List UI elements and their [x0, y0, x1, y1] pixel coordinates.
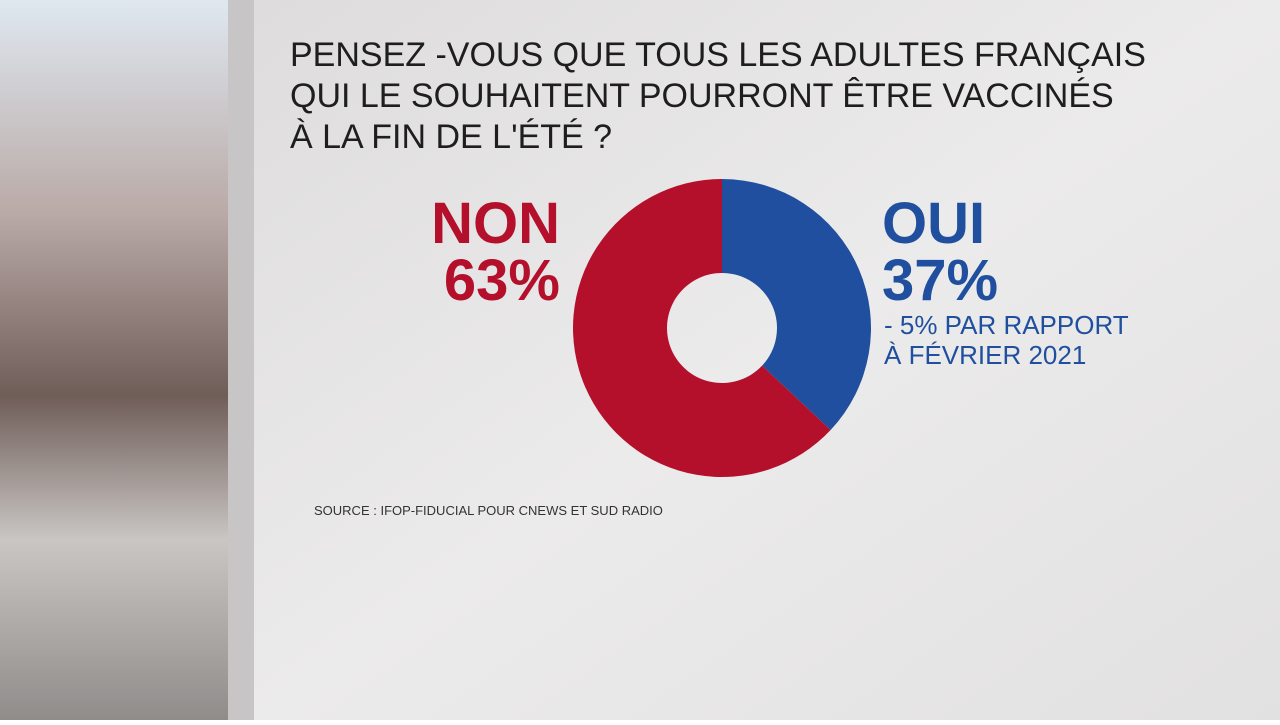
slice-label: OUI — [882, 191, 985, 256]
annotation: - 5% PAR RAPPORT — [884, 310, 1129, 340]
divider — [228, 0, 256, 720]
title-line: À LA FIN DE L'ÉTÉ ? — [290, 118, 612, 156]
slice-label: NON — [431, 191, 560, 256]
title: PENSEZ -VOUS QUE TOUS LES ADULTES FRANÇA… — [290, 36, 1146, 156]
source: SOURCE : IFOP-FIDUCIAL POUR CNEWS ET SUD… — [314, 503, 663, 518]
slice-value-label: 37% — [882, 248, 998, 313]
donut-slice — [722, 179, 871, 430]
title-line: PENSEZ -VOUS QUE TOUS LES ADULTES FRANÇA… — [290, 36, 1146, 74]
annotation: À FÉVRIER 2021 — [884, 340, 1086, 370]
background-photo — [0, 0, 230, 720]
title-line: QUI LE SOUHAITENT POURRONT ÊTRE VACCINÉS — [290, 77, 1114, 115]
donut-slice — [573, 179, 831, 478]
slice-value-label: 63% — [444, 248, 560, 313]
